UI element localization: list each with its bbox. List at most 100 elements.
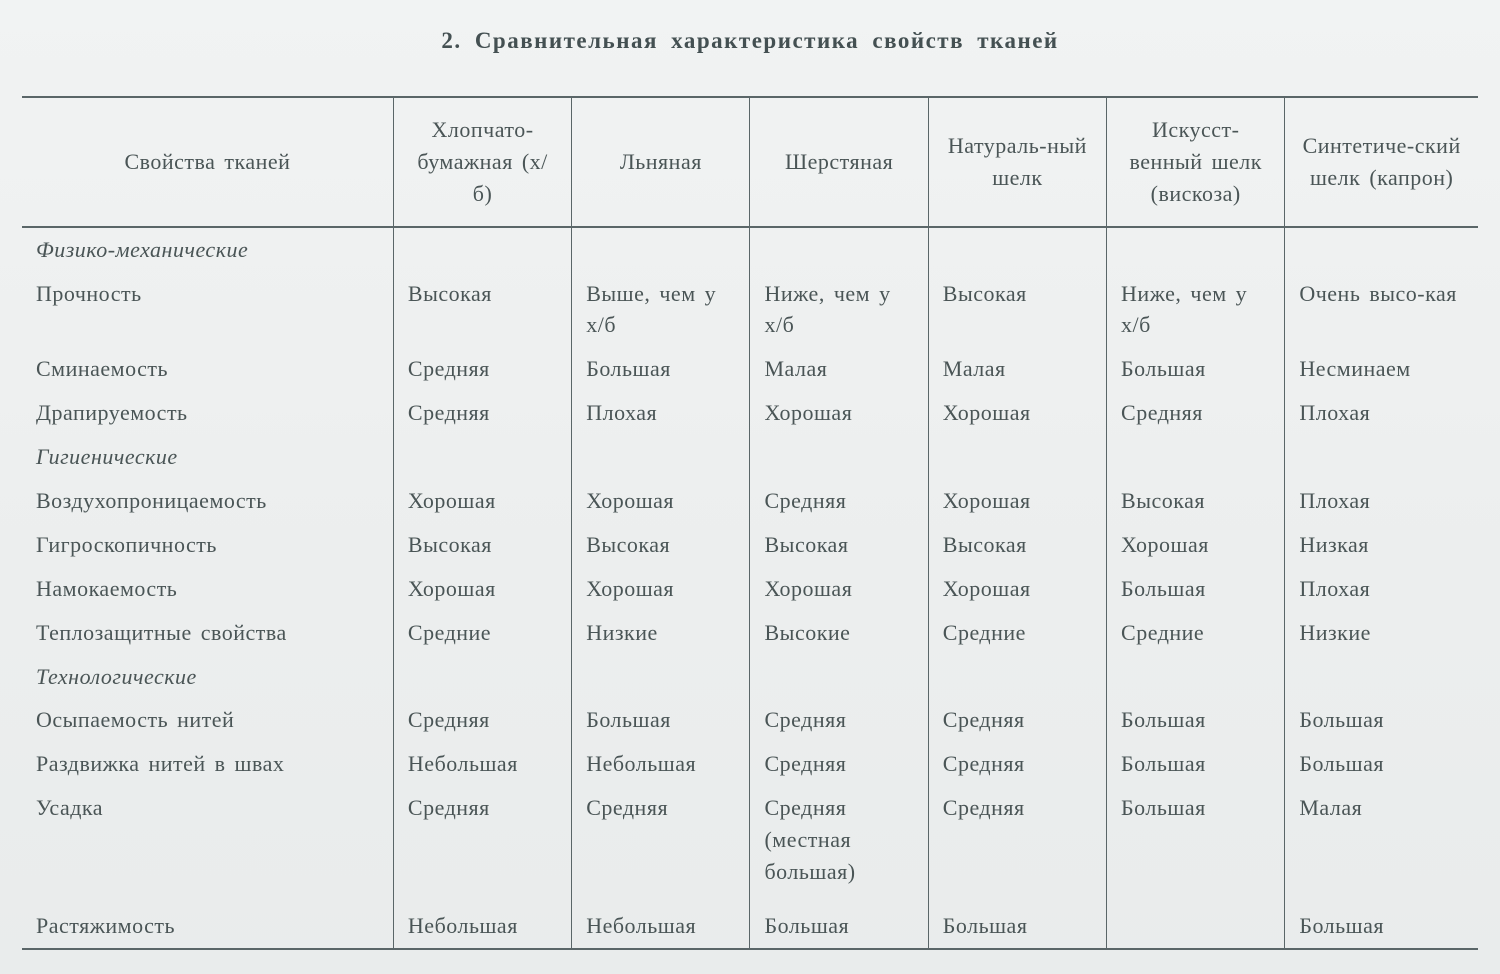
property-cell: Большая (1107, 742, 1285, 786)
property-cell: Очень высо-кая (1285, 272, 1478, 348)
property-cell: Средняя (393, 391, 571, 435)
property-label: Драпируемость (22, 391, 393, 435)
empty-cell (572, 435, 750, 479)
property-label: Растяжимость (22, 904, 393, 949)
property-cell: Высокая (750, 523, 928, 567)
property-cell: Небольшая (572, 742, 750, 786)
property-cell: Хорошая (393, 567, 571, 611)
table-row: СминаемостьСредняяБольшаяМалаяМалаяБольш… (22, 347, 1478, 391)
property-cell: Большая (1107, 786, 1285, 894)
section-title: Физико-механические (22, 227, 393, 272)
col-header: Натураль-ный шелк (928, 97, 1106, 227)
property-cell: Средняя (393, 347, 571, 391)
col-header: Синтетиче-ский шелк (капрон) (1285, 97, 1478, 227)
spacer-row (22, 894, 1478, 904)
spacer-cell (1285, 894, 1478, 904)
table-row: УсадкаСредняяСредняяСредняя (местная бол… (22, 786, 1478, 894)
empty-cell (1285, 227, 1478, 272)
property-cell: Большая (1285, 742, 1478, 786)
property-cell: Высокая (572, 523, 750, 567)
property-cell: Большая (1107, 347, 1285, 391)
property-cell: Хорошая (928, 479, 1106, 523)
property-cell: Средняя (928, 698, 1106, 742)
table-row: ВоздухопроницаемостьХорошаяХорошаяСредня… (22, 479, 1478, 523)
property-cell: Средние (1107, 611, 1285, 655)
table-row: Теплозащитные свойстваСредниеНизкиеВысок… (22, 611, 1478, 655)
col-header: Свойства тканей (22, 97, 393, 227)
property-cell: Небольшая (393, 904, 571, 949)
empty-cell (1107, 435, 1285, 479)
spacer-cell (1107, 894, 1285, 904)
property-cell: Хорошая (393, 479, 571, 523)
col-header: Льняная (572, 97, 750, 227)
property-cell: Несминаем (1285, 347, 1478, 391)
empty-cell (928, 435, 1106, 479)
property-cell: Большая (1107, 567, 1285, 611)
property-cell (1107, 904, 1285, 949)
property-cell: Плохая (1285, 567, 1478, 611)
header-row: Свойства тканей Хлопчато-бумажная (х/б) … (22, 97, 1478, 227)
fabric-table: Свойства тканей Хлопчато-бумажная (х/б) … (22, 96, 1478, 950)
spacer-cell (750, 894, 928, 904)
empty-cell (750, 227, 928, 272)
section-title: Гигиенические (22, 435, 393, 479)
property-cell: Хорошая (750, 391, 928, 435)
empty-cell (928, 227, 1106, 272)
property-label: Гигроскопичность (22, 523, 393, 567)
property-label: Усадка (22, 786, 393, 894)
property-cell: Небольшая (393, 742, 571, 786)
spacer-cell (928, 894, 1106, 904)
property-cell: Хорошая (750, 567, 928, 611)
spacer-cell (393, 894, 571, 904)
property-cell: Ниже, чем у х/б (1107, 272, 1285, 348)
property-cell: Большая (1107, 698, 1285, 742)
col-header: Шерстяная (750, 97, 928, 227)
property-cell: Большая (1285, 904, 1478, 949)
property-cell: Средняя (928, 786, 1106, 894)
property-label: Намокаемость (22, 567, 393, 611)
property-cell: Большая (572, 347, 750, 391)
property-cell: Хорошая (572, 479, 750, 523)
property-cell: Небольшая (572, 904, 750, 949)
property-label: Воздухопроницаемость (22, 479, 393, 523)
property-cell: Средние (928, 611, 1106, 655)
property-cell: Низкие (572, 611, 750, 655)
property-cell: Средняя (750, 698, 928, 742)
empty-cell (393, 655, 571, 699)
property-label: Раздвижка нитей в швах (22, 742, 393, 786)
property-cell: Низкие (1285, 611, 1478, 655)
property-label: Сминаемость (22, 347, 393, 391)
property-cell: Средняя (572, 786, 750, 894)
spacer-cell (572, 894, 750, 904)
empty-cell (750, 655, 928, 699)
property-cell: Хорошая (1107, 523, 1285, 567)
table-head: Свойства тканей Хлопчато-бумажная (х/б) … (22, 97, 1478, 227)
property-label: Осыпаемость нитей (22, 698, 393, 742)
empty-cell (1285, 435, 1478, 479)
property-cell: Хорошая (928, 567, 1106, 611)
table-row: РастяжимостьНебольшаяНебольшаяБольшаяБол… (22, 904, 1478, 949)
property-cell: Низкая (1285, 523, 1478, 567)
property-label: Теплозащитные свойства (22, 611, 393, 655)
section-row: Физико-механические (22, 227, 1478, 272)
property-label: Прочность (22, 272, 393, 348)
empty-cell (572, 227, 750, 272)
table-row: Раздвижка нитей в швахНебольшаяНебольшая… (22, 742, 1478, 786)
property-cell: Средняя (393, 698, 571, 742)
property-cell: Малая (750, 347, 928, 391)
property-cell: Средняя (1107, 391, 1285, 435)
property-cell: Малая (1285, 786, 1478, 894)
property-cell: Средняя (928, 742, 1106, 786)
col-header: Искусст-венный шелк (вискоза) (1107, 97, 1285, 227)
property-cell: Хорошая (928, 391, 1106, 435)
property-cell: Хорошая (572, 567, 750, 611)
table-row: НамокаемостьХорошаяХорошаяХорошаяХорошая… (22, 567, 1478, 611)
property-cell: Средняя (750, 742, 928, 786)
property-cell: Высокая (1107, 479, 1285, 523)
table-row: ГигроскопичностьВысокаяВысокаяВысокаяВыс… (22, 523, 1478, 567)
property-cell: Большая (750, 904, 928, 949)
empty-cell (393, 435, 571, 479)
property-cell: Большая (572, 698, 750, 742)
property-cell: Большая (928, 904, 1106, 949)
empty-cell (572, 655, 750, 699)
